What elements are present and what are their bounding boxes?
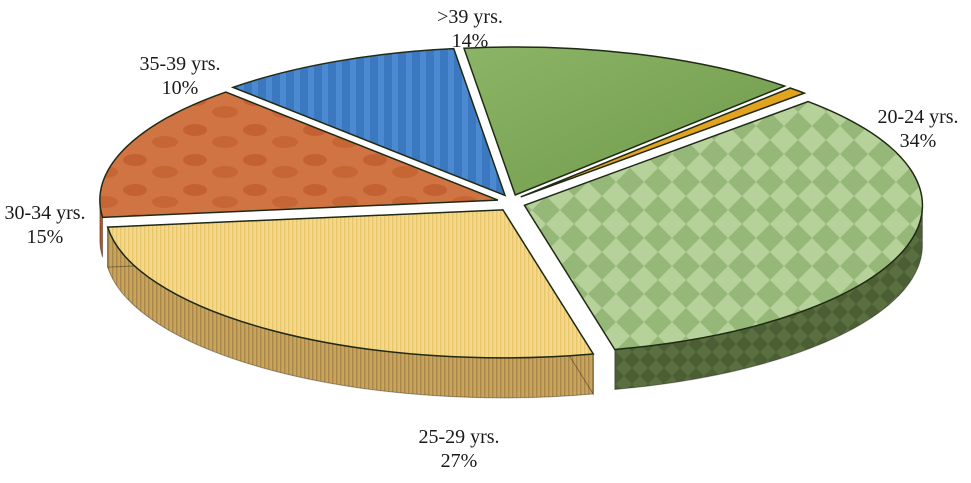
label-percent-39-yrs: 14% [452, 30, 489, 52]
slice-slice [520, 87, 807, 198]
slice-30-34-yrs [99, 91, 499, 219]
label-name-30-34-yrs: 30-34 yrs. [4, 202, 85, 224]
label-layer: >39 yrs.14% 20-24 yrs.34% 25-29 yrs.27% 30-… [4, 6, 958, 472]
pie-layer [99, 46, 924, 399]
label-name-35-39-yrs: 35-39 yrs. [139, 53, 220, 75]
label-name-25-29-yrs: 25-29 yrs. [418, 426, 499, 448]
slice-20-24-yrs [523, 100, 924, 351]
label-name-39-yrs: >39 yrs. [437, 6, 503, 28]
label-percent-20-24-yrs: 34% [900, 130, 937, 152]
label-percent-30-34-yrs: 15% [27, 226, 64, 248]
label-percent-35-39-yrs: 10% [162, 77, 199, 99]
slice-39-yrs [462, 46, 787, 196]
slice-35-39-yrs [230, 47, 507, 197]
slice-25-29-yrs [106, 209, 595, 359]
label-name-20-24-yrs: 20-24 yrs. [877, 106, 958, 128]
label-percent-25-29-yrs: 27% [441, 450, 478, 472]
